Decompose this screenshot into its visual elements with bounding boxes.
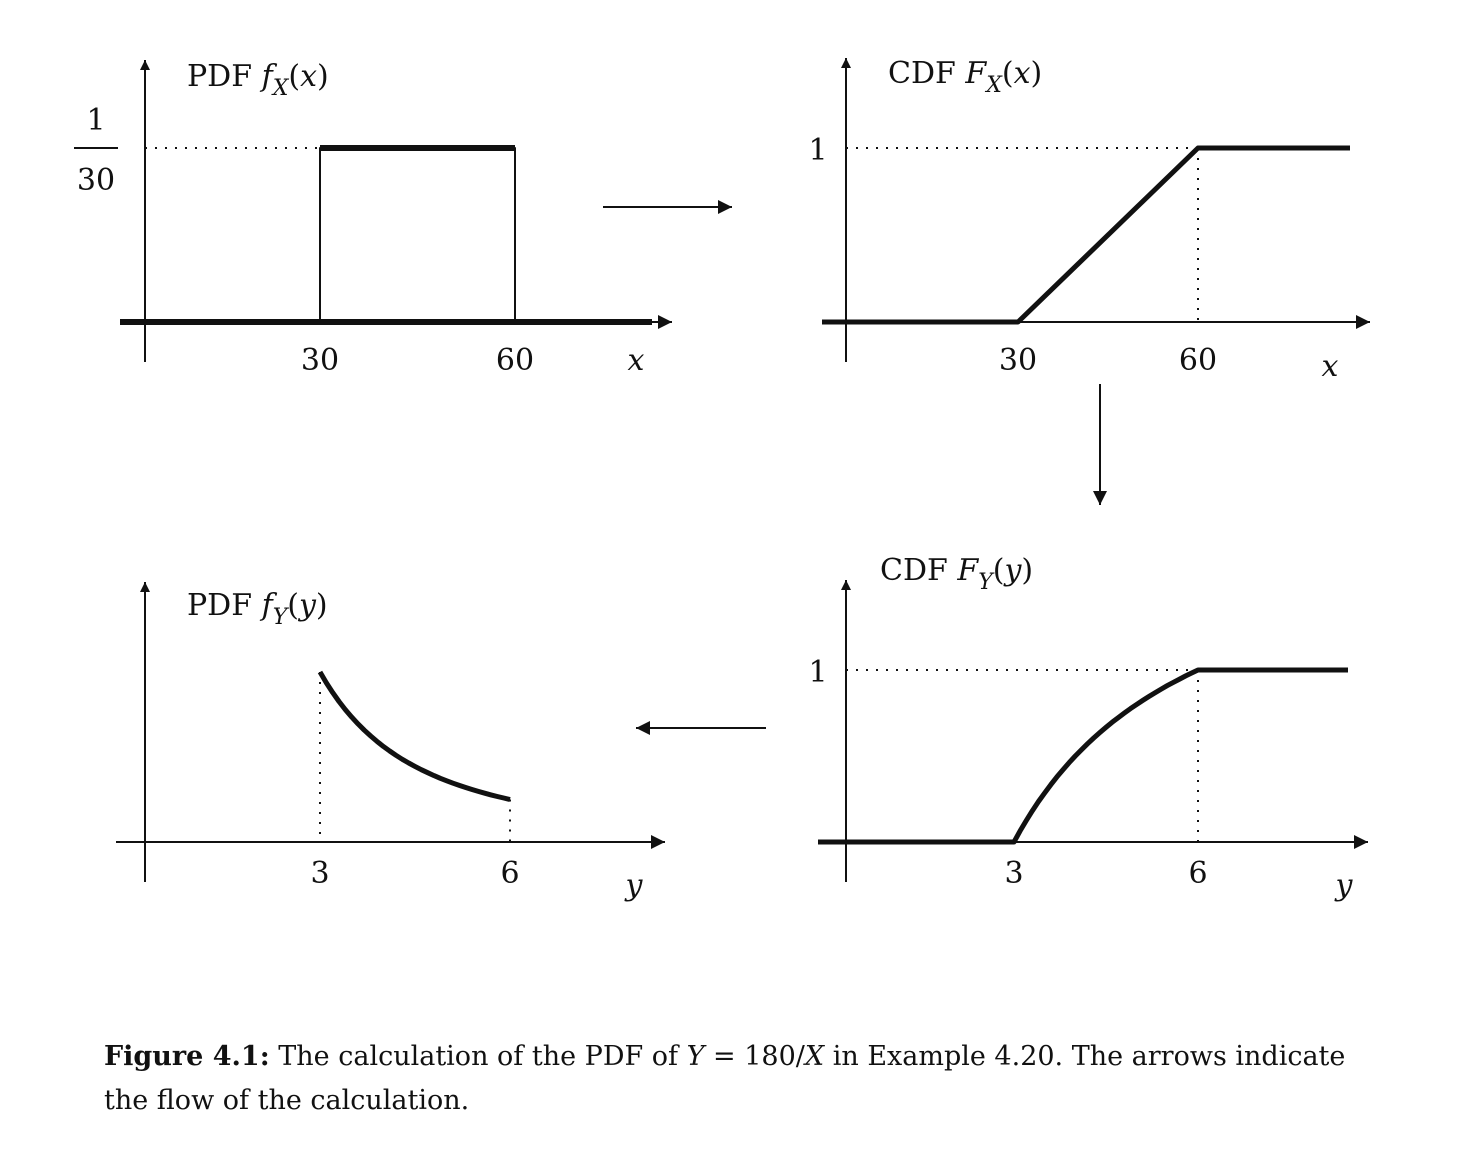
cdf-fy-ytick-label: 1 xyxy=(808,655,827,690)
caption-var-x: X xyxy=(804,1041,825,1072)
pdf-fx-x-label: x xyxy=(628,343,645,378)
cdf-fy-curve xyxy=(818,667,1348,845)
cdf-fy-x-label: y xyxy=(1334,868,1354,903)
caption-var-y: Y xyxy=(686,1041,705,1072)
cdf-fx-xtick-60: 60 xyxy=(1179,343,1217,378)
pdf-fx-curve xyxy=(120,147,652,323)
cdf-fy-xtick-6: 6 xyxy=(1188,856,1207,891)
pdf-fy-x-label: y xyxy=(624,868,644,903)
cdf-fx-ytick-label: 1 xyxy=(808,133,827,168)
cdf-fx-title: CDF FX(x) xyxy=(888,56,1042,98)
cdf-fy-title: CDF FY(y) xyxy=(880,553,1033,595)
pdf-fx-xtick-60: 60 xyxy=(496,343,534,378)
pdf-fy-xtick-6: 6 xyxy=(500,856,519,891)
pdf-fx-title: PDF fX(x) xyxy=(187,59,329,101)
caption-label: Figure 4.1: xyxy=(104,1041,270,1072)
caption-text-after: in Example 4.20. The arrows indicate the… xyxy=(104,1041,1346,1116)
figure-caption: Figure 4.1: The calculation of the PDF o… xyxy=(104,1035,1364,1123)
cdf-fx-xtick-30: 30 xyxy=(999,343,1037,378)
pdf-fx-ytick-numerator: 1 xyxy=(86,103,105,138)
pdf-fx-ytick-denominator: 30 xyxy=(77,163,115,198)
pdf-fx-xtick-30: 30 xyxy=(301,343,339,378)
cdf-fx-curve xyxy=(822,145,1350,325)
cdf-fy-xtick-3: 3 xyxy=(1004,856,1023,891)
cdf-fx-x-label: x xyxy=(1322,349,1339,384)
pdf-fy-curve xyxy=(317,670,511,802)
figure-panels: 1 30 30 60 x PDF fX(x) 1 30 60 x CDF FX(x) 1 3 6 y CDF … xyxy=(74,56,1370,903)
caption-text-before: The calculation of the PDF of xyxy=(269,1041,687,1072)
caption-equals: = 180/ xyxy=(704,1041,805,1072)
pdf-fy-title: PDF fY(y) xyxy=(187,588,328,630)
pdf-fy-xtick-3: 3 xyxy=(310,856,329,891)
